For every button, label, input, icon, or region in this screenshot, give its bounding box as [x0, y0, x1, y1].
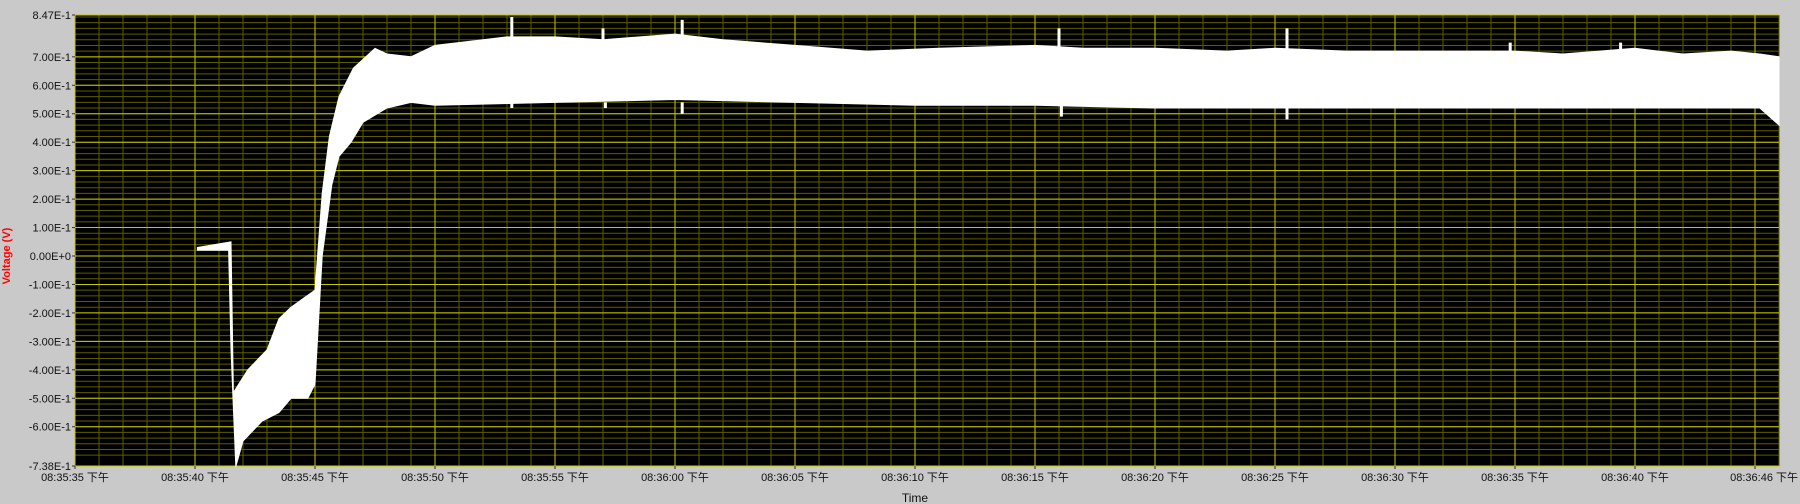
y-tick-label: 6.00E-1: [32, 80, 71, 92]
x-tick-label: 08:36:20 下午: [1121, 471, 1189, 484]
y-tick-label: -6.00E-1: [29, 422, 71, 434]
x-tick-label: 08:36:40 下午: [1601, 471, 1669, 484]
y-tick-label: 4.00E-1: [32, 137, 71, 149]
x-tick-label: 08:35:50 下午: [401, 471, 469, 484]
y-tick-label: -7.38E-1: [29, 461, 71, 473]
y-tick-label: -4.00E-1: [29, 365, 71, 377]
y-tick-label: -1.00E-1: [29, 279, 71, 291]
y-tick-label: 8.47E-1: [32, 10, 71, 22]
y-tick-label: -5.00E-1: [29, 393, 71, 405]
x-tick-label: 08:36:15 下午: [1001, 471, 1069, 484]
y-tick-label: 3.00E-1: [32, 166, 71, 178]
y-axis-label: Voltage (V): [1, 227, 13, 284]
y-tick-label: 0.00E+0: [30, 251, 71, 263]
x-axis: 08:35:35 下午 08:35:40 下午 08:35:45 下午 08:35:5…: [41, 466, 1798, 484]
voltage-trace: [196, 16, 1780, 467]
x-tick-label: 08:35:45 下午: [281, 471, 349, 484]
x-tick-label: 08:35:55 下午: [521, 471, 589, 484]
x-tick-label: 08:35:40 下午: [161, 471, 229, 484]
x-axis-label: Time: [902, 491, 929, 504]
x-tick-label: 08:36:05 下午: [761, 471, 829, 484]
y-tick-label: 7.00E-1: [32, 52, 71, 64]
x-tick-label: 08:36:35 下午: [1481, 471, 1549, 484]
y-tick-label: 1.00E-1: [32, 223, 71, 235]
y-tick-label: 2.00E-1: [32, 194, 71, 206]
x-tick-label: 08:36:10 下午: [881, 471, 949, 484]
x-tick-label: 08:36:46 下午: [1730, 471, 1798, 484]
y-tick-label: -2.00E-1: [29, 308, 71, 320]
x-tick-label: 08:36:25 下午: [1241, 471, 1309, 484]
y-tick-label: 5.00E-1: [32, 109, 71, 121]
x-tick-label: 08:35:35 下午: [41, 471, 109, 484]
voltage-envelope: [196, 33, 1780, 467]
x-tick-label: 08:36:30 下午: [1361, 471, 1429, 484]
x-tick-label: 08:36:00 下午: [641, 471, 709, 484]
y-axis: -7.38E-1 -6.00E-1 -5.00E-1 -4.00E-1 -3.00E-1…: [29, 10, 75, 473]
y-tick-label: -3.00E-1: [29, 336, 71, 348]
